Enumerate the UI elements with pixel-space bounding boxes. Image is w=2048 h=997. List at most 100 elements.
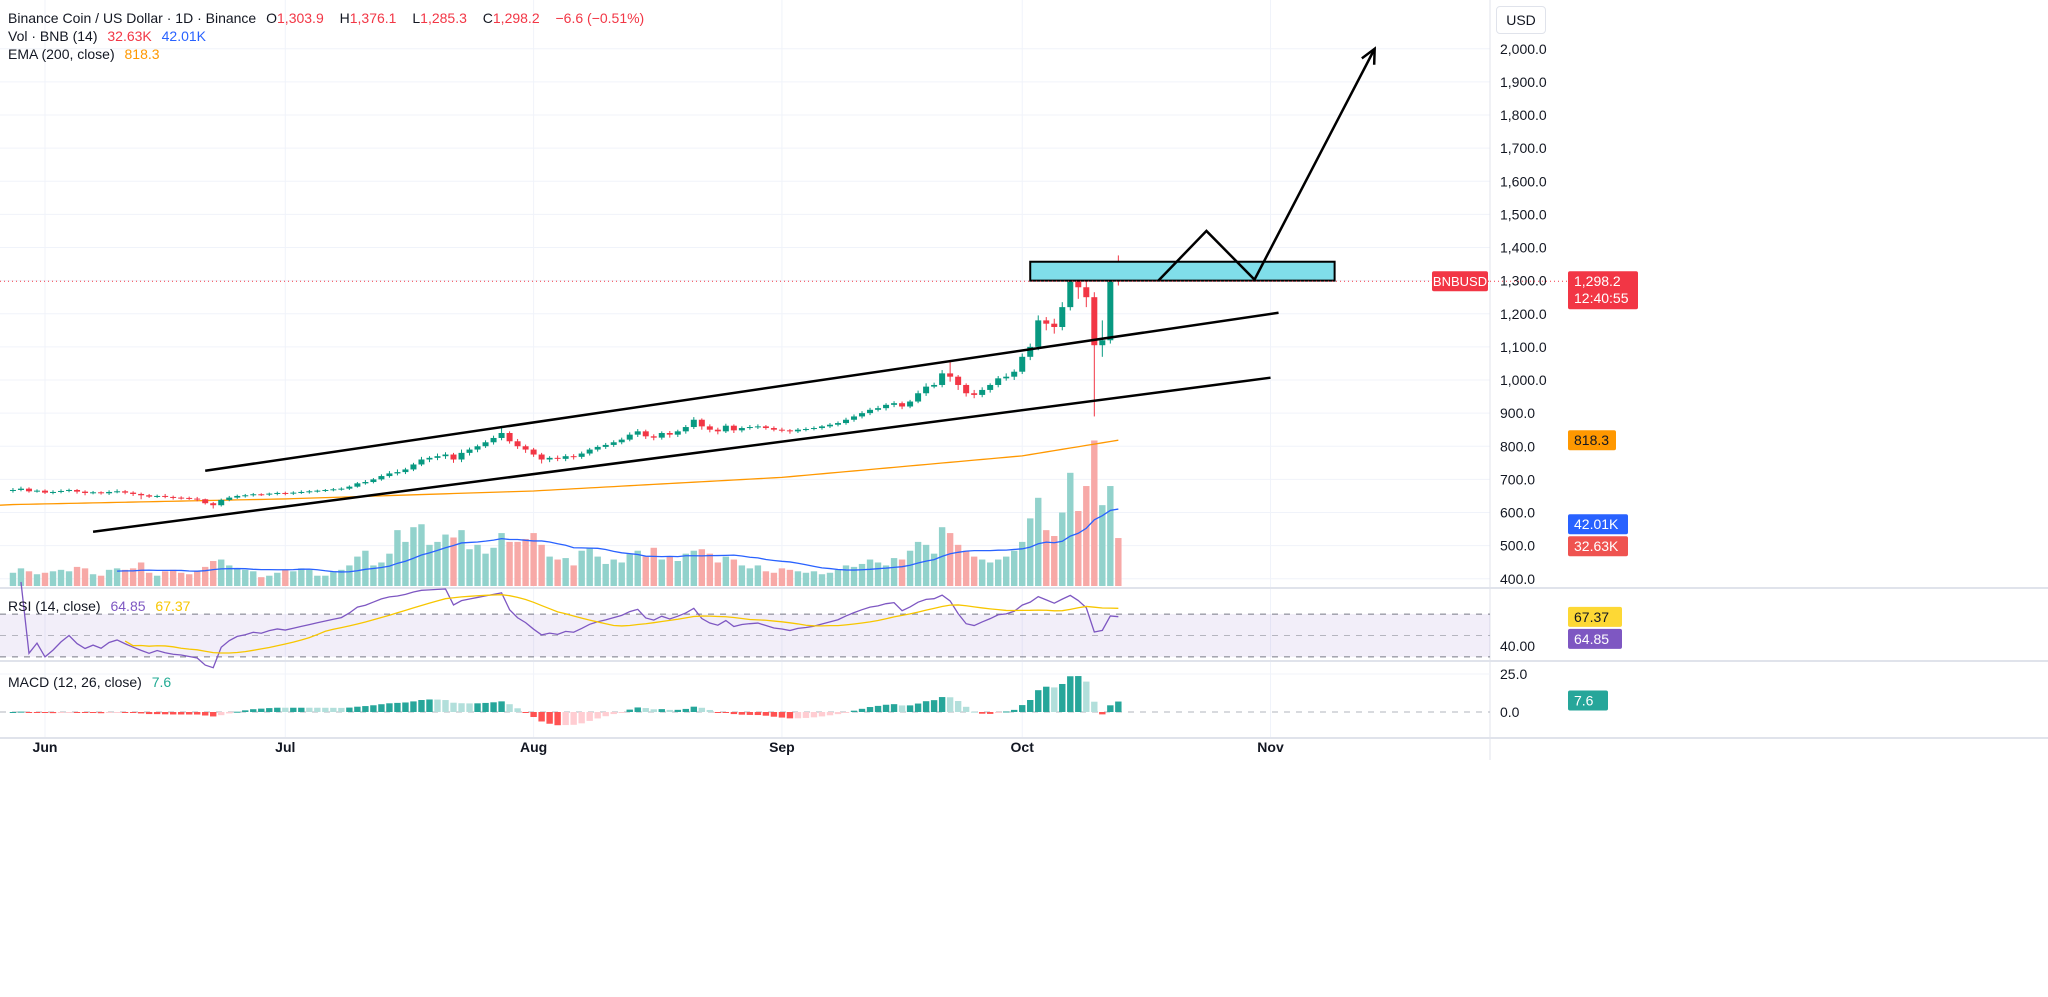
volume-bar	[986, 562, 994, 586]
macd-histogram-bar	[450, 702, 457, 712]
candle-body	[410, 464, 417, 470]
price-tick-label: 700.0	[1500, 471, 1535, 487]
volume-bar	[314, 575, 321, 586]
volume-bar	[658, 559, 665, 586]
volume-bar	[426, 544, 433, 586]
volume-bar	[274, 572, 281, 586]
macd-histogram-bar	[914, 703, 922, 712]
candle-body	[266, 493, 273, 495]
volume-ma-tag	[1568, 514, 1628, 535]
macd-histogram-bar	[986, 712, 994, 714]
macd-histogram-bar	[706, 709, 714, 712]
macd-histogram-bar	[738, 712, 746, 715]
macd-histogram-bar	[145, 712, 153, 715]
volume-bar	[410, 527, 417, 586]
volume-bar	[322, 575, 329, 586]
candle-body	[306, 491, 313, 493]
macd-histogram-bar	[1083, 681, 1090, 712]
volume-bar	[946, 533, 954, 586]
price-tick-label: 1,000.0	[1500, 372, 1547, 388]
macd-histogram-bar	[226, 712, 233, 714]
macd-histogram-bar	[81, 712, 89, 713]
volume-bar	[882, 565, 890, 586]
volume-bar	[914, 541, 922, 586]
macd-histogram-bar	[546, 712, 553, 724]
price-tick-label: 900.0	[1500, 405, 1535, 421]
macd-histogram-bar	[346, 707, 353, 712]
macd-histogram-bar	[193, 712, 201, 715]
candle-body	[370, 479, 377, 483]
volume-bar	[802, 572, 810, 586]
volume-tag	[1568, 536, 1628, 557]
symbol-title[interactable]: Binance Coin / US Dollar · 1D · Binance	[8, 10, 257, 26]
macd-histogram-bar	[570, 712, 577, 725]
macd-histogram-bar	[210, 712, 217, 717]
macd-histogram-bar	[762, 712, 770, 716]
symbol-tag-label: BNBUSD	[1433, 274, 1487, 289]
macd-histogram-bar	[1091, 701, 1098, 712]
candle-body	[9, 489, 16, 491]
candle-body	[202, 499, 209, 504]
rsi-label: 64.85	[1574, 631, 1609, 647]
macd-histogram-bar	[930, 700, 938, 712]
macd-histogram-bar	[906, 705, 914, 712]
macd-histogram-bar	[274, 707, 281, 712]
volume-bar	[226, 565, 233, 586]
volume-bar	[258, 577, 265, 586]
macd-histogram-bar	[314, 707, 321, 712]
candle-body	[162, 495, 169, 497]
volume-title[interactable]: Vol · BNB (14)	[8, 28, 98, 44]
volume-bar	[602, 563, 609, 586]
volume-bar	[770, 572, 778, 586]
macd-histogram-bar	[978, 712, 986, 714]
volume-bar	[290, 571, 297, 586]
ema-title[interactable]: EMA (200, close)	[8, 46, 115, 62]
candle-body	[498, 433, 505, 438]
price-tick-label: 1,800.0	[1500, 107, 1547, 123]
rsi-title[interactable]: RSI (14, close)	[8, 598, 101, 614]
macd-histogram-bar	[418, 700, 425, 712]
macd-histogram-bar	[634, 707, 641, 712]
macd-histogram-bar	[794, 712, 802, 719]
candle-body	[770, 428, 777, 430]
volume-bar	[169, 569, 177, 586]
time-tick-label: Nov	[1257, 739, 1284, 755]
macd-histogram-bar	[530, 712, 537, 718]
macd-histogram-bar	[538, 712, 545, 722]
candle-body	[17, 488, 24, 490]
macd-histogram-bar	[578, 712, 585, 724]
projection-path	[1157, 48, 1376, 282]
volume-bar	[786, 569, 794, 586]
candle-body	[474, 446, 481, 450]
volume-bar	[634, 550, 641, 586]
macd-histogram-bar	[322, 707, 329, 712]
candle-body	[947, 373, 954, 377]
volume-bar	[850, 566, 858, 586]
candle-body	[971, 393, 978, 395]
macd-histogram-bar	[994, 712, 1002, 713]
volume-bar	[858, 563, 866, 586]
macd-histogram-bar	[1011, 709, 1018, 712]
volume-bar	[962, 550, 970, 586]
candle-body	[258, 494, 265, 496]
volume-bar	[866, 559, 874, 586]
candle-body	[42, 490, 48, 493]
price-tick-label: 1,400.0	[1500, 240, 1547, 256]
macd-histogram-bar	[938, 697, 946, 712]
volume-bar	[666, 556, 673, 586]
volume-bar	[1035, 497, 1042, 586]
volume-bar	[842, 565, 850, 586]
candle-body	[82, 491, 89, 493]
time-tick-label: Jun	[33, 739, 58, 755]
macd-histogram-bar	[1019, 705, 1026, 712]
currency-button[interactable]: USD	[1496, 6, 1546, 34]
rsi-tick-label: 40.00	[1500, 638, 1535, 654]
macd-histogram-bar	[362, 706, 369, 712]
volume-bar	[994, 559, 1002, 586]
volume-bar	[570, 565, 577, 586]
volume-bar	[306, 569, 313, 586]
macd-title[interactable]: MACD (12, 26, close)	[8, 674, 142, 690]
macd-histogram-bar	[826, 712, 834, 716]
volume-bar	[1115, 538, 1122, 586]
